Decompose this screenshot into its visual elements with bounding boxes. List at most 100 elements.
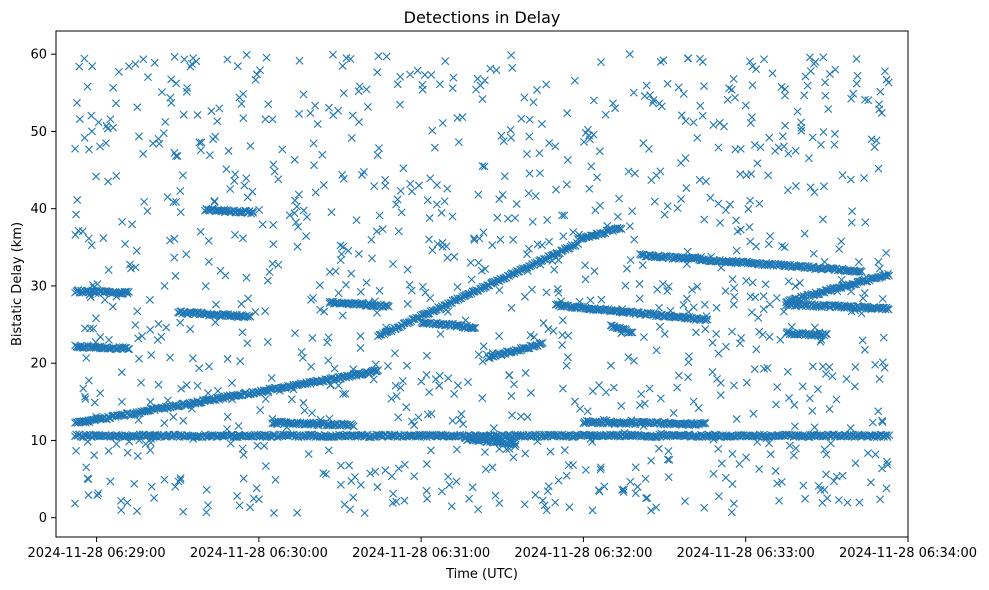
clutter-point xyxy=(147,482,156,491)
clutter-point xyxy=(171,482,180,491)
clutter-point xyxy=(131,263,140,272)
clutter-point xyxy=(679,300,688,309)
clutter-point xyxy=(700,300,709,309)
clutter-point xyxy=(645,384,654,393)
clutter-point xyxy=(617,329,626,338)
clutter-point xyxy=(545,237,554,246)
clutter-point xyxy=(212,300,220,309)
clutter-point xyxy=(851,459,860,468)
clutter-point xyxy=(777,477,786,486)
clutter-point xyxy=(684,358,693,367)
clutter-point xyxy=(619,485,628,494)
clutter-point xyxy=(148,139,157,148)
track-4-point xyxy=(643,308,652,317)
clutter-point xyxy=(764,439,773,448)
clutter-point xyxy=(804,154,813,163)
clutter-point xyxy=(646,91,655,100)
clutter-point xyxy=(847,218,856,227)
clutter-point xyxy=(808,406,817,415)
clutter-point xyxy=(466,323,475,332)
clutter-point xyxy=(337,249,346,258)
clutter-point xyxy=(308,408,317,417)
clutter-point xyxy=(537,120,546,129)
clutter-point xyxy=(559,232,568,241)
clutter-point xyxy=(143,73,152,82)
clutter-point xyxy=(210,197,219,206)
track-19-point xyxy=(628,328,637,337)
clutter-point xyxy=(727,508,736,517)
clutter-point xyxy=(422,370,431,379)
clutter-point xyxy=(246,141,255,150)
clutter-point xyxy=(178,171,187,180)
clutter-point xyxy=(360,509,369,517)
clutter-point xyxy=(551,142,560,151)
clutter-point xyxy=(307,295,316,304)
clutter-point xyxy=(356,287,365,296)
clutter-point xyxy=(588,387,597,396)
clutter-point xyxy=(170,253,179,262)
clutter-point xyxy=(505,444,514,453)
clutter-point xyxy=(656,322,665,331)
clutter-point xyxy=(602,388,611,397)
clutter-point xyxy=(563,353,572,362)
clutter-point xyxy=(729,499,738,508)
clutter-point xyxy=(575,297,584,306)
clutter-point xyxy=(735,339,744,348)
x-tick-label: 2024-11-28 06:29:00 xyxy=(28,546,166,561)
clutter-point xyxy=(625,50,634,59)
clutter-point xyxy=(325,267,334,276)
clutter-point xyxy=(324,356,333,365)
clutter-point xyxy=(75,62,84,71)
clutter-point xyxy=(134,415,143,424)
clutter-point xyxy=(635,279,644,288)
clutter-point xyxy=(233,492,242,500)
clutter-point xyxy=(478,162,487,171)
track-0-point xyxy=(710,430,719,439)
clutter-point xyxy=(328,50,337,59)
clutter-point xyxy=(657,429,666,438)
clutter-point xyxy=(467,275,476,284)
clutter-point xyxy=(772,400,781,409)
clutter-point xyxy=(119,289,128,298)
clutter-point xyxy=(695,175,704,184)
clutter-point xyxy=(585,184,594,193)
clutter-point xyxy=(75,115,84,124)
clutter-point xyxy=(346,55,355,64)
track-10-point xyxy=(384,302,393,311)
track-0-point xyxy=(510,430,519,439)
clutter-point xyxy=(338,170,347,179)
clutter-point xyxy=(689,303,698,312)
clutter-point xyxy=(781,121,790,130)
clutter-point xyxy=(709,435,718,444)
clutter-point xyxy=(552,185,561,194)
clutter-point xyxy=(71,230,80,239)
clutter-point xyxy=(876,495,885,504)
clutter-point xyxy=(664,447,673,456)
clutter-point xyxy=(745,223,754,232)
clutter-point xyxy=(86,293,95,302)
clutter-point xyxy=(628,207,637,216)
clutter-point xyxy=(295,56,304,65)
clutter-point xyxy=(480,448,489,457)
clutter-point xyxy=(560,446,569,455)
clutter-point xyxy=(631,489,640,498)
clutter-point xyxy=(117,506,126,515)
clutter-point xyxy=(426,446,435,455)
clutter-point xyxy=(625,222,634,231)
clutter-point xyxy=(204,236,213,245)
clutter-point xyxy=(223,412,232,421)
track-2-point xyxy=(509,269,518,278)
clutter-point xyxy=(647,506,656,515)
clutter-point xyxy=(291,196,299,205)
clutter-point xyxy=(581,466,590,474)
clutter-point xyxy=(762,434,771,443)
track-11-point xyxy=(349,422,358,431)
clutter-point xyxy=(644,144,653,153)
clutter-point xyxy=(808,362,817,371)
clutter-point xyxy=(847,94,856,103)
clutter-point xyxy=(341,280,350,289)
clutter-point xyxy=(816,485,825,494)
clutter-point xyxy=(162,323,171,332)
clutter-point xyxy=(761,280,770,289)
clutter-point xyxy=(414,413,423,422)
